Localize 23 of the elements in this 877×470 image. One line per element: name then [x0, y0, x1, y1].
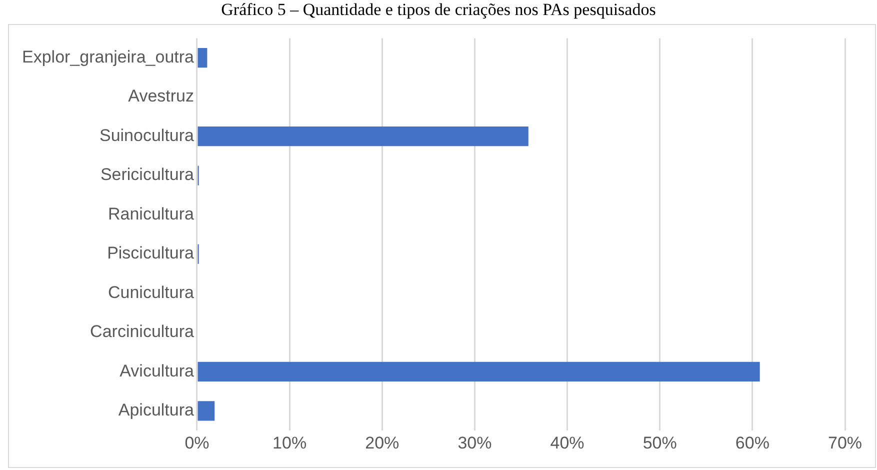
- y-tick-label: Piscicultura: [107, 244, 195, 263]
- x-tick-label: 0%: [184, 433, 210, 452]
- bar: [198, 401, 215, 421]
- x-tick-label: 60%: [735, 433, 770, 452]
- y-tick-label: Avestruz: [128, 86, 194, 106]
- x-tick-label: 40%: [550, 433, 584, 452]
- y-tick-label: Cunicultura: [108, 282, 195, 302]
- chart-title: Gráfico 5 – Quantidade e tipos de criações nos PAs pesquisados: [220, 0, 657, 20]
- bar: [198, 48, 208, 68]
- y-tick-label: Carcinicultura: [90, 322, 195, 342]
- x-tick-label: 30%: [458, 433, 492, 452]
- x-tick-label: 20%: [365, 433, 400, 452]
- x-tick-label: 70%: [828, 433, 862, 452]
- bar: [198, 362, 760, 382]
- x-tick-label: 50%: [642, 433, 677, 452]
- bar: [198, 126, 528, 146]
- y-tick-label: Avicultura: [120, 361, 195, 380]
- y-tick-label: Explor_granjeira_outra: [22, 48, 195, 67]
- y-tick-label: Apicultura: [118, 400, 195, 420]
- y-tick-label: Suinocultura: [99, 126, 195, 145]
- y-tick-label: Sericicultura: [100, 165, 195, 184]
- x-tick-label: 10%: [272, 433, 307, 452]
- y-tick-label: Ranicultura: [108, 204, 195, 224]
